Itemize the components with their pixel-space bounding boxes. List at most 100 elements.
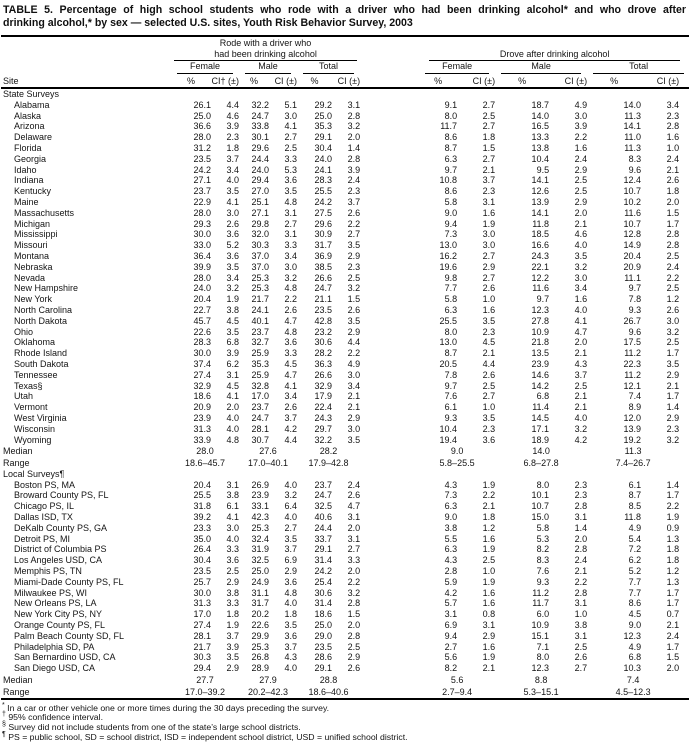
- value-cell: 2.8: [574, 587, 588, 598]
- gap-cell: [360, 402, 419, 413]
- value-cell: 3.4: [284, 391, 297, 402]
- gap-cell: [360, 598, 419, 609]
- value-cell: 24.2: [193, 164, 211, 175]
- value-cell: 25.0: [251, 566, 269, 577]
- table-row: District of Columbia PS 26.4 3.3 31.9 3.7 29.…: [1, 544, 689, 555]
- value-cell: 2.6: [347, 663, 361, 674]
- value-cell: 1.2: [666, 566, 680, 577]
- drove-group-header: Drove after drinking alcohol: [419, 36, 689, 61]
- value-cell: 1.8: [284, 609, 297, 620]
- value-cell: 3.3: [284, 348, 297, 359]
- value-cell: 2.7: [482, 153, 496, 164]
- value-cell: 22.4: [314, 402, 332, 413]
- value-cell: 33.9: [193, 434, 211, 445]
- site-cell: New York: [14, 294, 53, 305]
- value-cell: 14.0: [531, 110, 550, 121]
- value-cell: 12.8: [623, 229, 642, 240]
- value-cell: 32.9: [193, 380, 211, 391]
- site-cell: Missouri: [14, 240, 48, 251]
- gap-cell: [360, 100, 419, 111]
- value-cell: 4.8: [284, 283, 297, 294]
- table-row: San Diego USD, CA 29.4 2.9 28.9 4.0 29.1 2.6 8.…: [1, 663, 689, 674]
- value-cell: 2.8: [574, 544, 588, 555]
- value-cell: 1.5: [482, 142, 496, 153]
- value-cell: 1.5: [666, 207, 680, 218]
- value-cell: 2.5: [347, 641, 361, 652]
- site-cell: Alabama: [14, 99, 50, 110]
- value-cell: 4.1: [226, 512, 239, 523]
- data-table: Rode with a driver who had been drinking…: [1, 35, 689, 700]
- value-cell: 30.0: [193, 587, 211, 598]
- value-cell: 1.9: [226, 294, 239, 305]
- value-cell: 13.3: [531, 132, 550, 143]
- value-cell: 2.4: [574, 555, 588, 566]
- value-cell: 27.8: [531, 315, 550, 326]
- value-cell: 2.9: [574, 196, 588, 207]
- value-cell: 1.8: [226, 609, 239, 620]
- value-cell: 42.8: [314, 315, 332, 326]
- value-cell: 30.6: [314, 587, 332, 598]
- summary-label-cell: Median: [3, 446, 33, 457]
- rode-group-line2: had been drinking alcohol: [214, 48, 317, 59]
- value-cell: 23.5: [193, 566, 211, 577]
- value-cell: 3.3: [284, 153, 297, 164]
- value-cell: 27.1: [251, 207, 269, 218]
- value-cell: 40.6: [314, 512, 332, 523]
- value-cell: 3.2: [666, 326, 680, 337]
- value-cell: 4.4: [482, 358, 496, 369]
- table-row: Nevada 28.0 3.4 25.3 3.2 26.6 2.5 9.8 2.7 12.2 3.0…: [1, 273, 689, 284]
- value-cell: 3.5: [226, 261, 239, 272]
- summary-value-cell: 6.8–27.8: [523, 458, 559, 469]
- summary-value-cell: 17.9–42.8: [308, 458, 349, 469]
- value-cell: 2.2: [574, 576, 588, 587]
- summary-value-cell: 4.5–12.3: [615, 686, 651, 697]
- table-row: Broward County PS, FL 25.5 3.8 23.9 3.2 24.7 2…: [1, 490, 689, 501]
- site-cell: DeKalb County PS, GA: [14, 522, 108, 533]
- value-cell: 19.2: [623, 434, 642, 445]
- value-cell: 3.5: [226, 326, 239, 337]
- value-cell: 18.7: [531, 99, 550, 110]
- drove-group-label: Drove after drinking alcohol: [499, 48, 610, 59]
- value-cell: 2.1: [574, 566, 588, 577]
- value-cell: 3.2: [284, 272, 297, 283]
- value-cell: 11.0: [624, 132, 642, 143]
- value-cell: 27.4: [193, 369, 211, 380]
- value-cell: 2.9: [666, 412, 680, 423]
- value-cell: 6.3: [444, 153, 458, 164]
- value-cell: 29.1: [314, 663, 332, 674]
- value-cell: 26.8: [251, 652, 269, 663]
- value-cell: 29.4: [193, 663, 211, 674]
- value-cell: 8.6: [444, 132, 458, 143]
- value-cell: 2.9: [226, 663, 239, 674]
- value-cell: 4.2: [284, 423, 297, 434]
- value-cell: 8.9: [628, 402, 642, 413]
- value-cell: 1.5: [347, 294, 361, 305]
- value-cell: 29.2: [314, 99, 332, 110]
- value-cell: 1.8: [482, 132, 496, 143]
- section-header-row: Local Surveys¶: [1, 469, 689, 480]
- value-cell: 28.3: [193, 337, 211, 348]
- gap-cell: [360, 566, 419, 577]
- table-title: TABLE 5. Percentage of high school stude…: [0, 3, 689, 35]
- value-cell: 23.2: [314, 326, 332, 337]
- gap-cell: [360, 36, 419, 61]
- value-cell: 3.7: [347, 196, 361, 207]
- value-cell: 20.4: [193, 479, 211, 490]
- footnotes: * In a car or other vehicle one or more …: [2, 702, 689, 743]
- value-cell: 10.9: [531, 326, 550, 337]
- value-cell: 17.9: [314, 391, 332, 402]
- value-cell: 2.6: [226, 218, 239, 229]
- value-cell: 24.7: [314, 490, 332, 501]
- value-cell: 1.9: [482, 544, 496, 555]
- value-cell: 7.2: [628, 544, 642, 555]
- value-cell: 3.5: [284, 186, 297, 197]
- value-cell: 30.4: [314, 142, 332, 153]
- value-cell: 1.6: [482, 587, 496, 598]
- value-cell: 24.3: [531, 250, 550, 261]
- value-cell: 23.3: [193, 522, 211, 533]
- gap-cell: [360, 391, 419, 402]
- site-cell: Georgia: [14, 153, 47, 164]
- value-cell: 3.8: [226, 304, 239, 315]
- section-label: State Surveys: [3, 89, 60, 99]
